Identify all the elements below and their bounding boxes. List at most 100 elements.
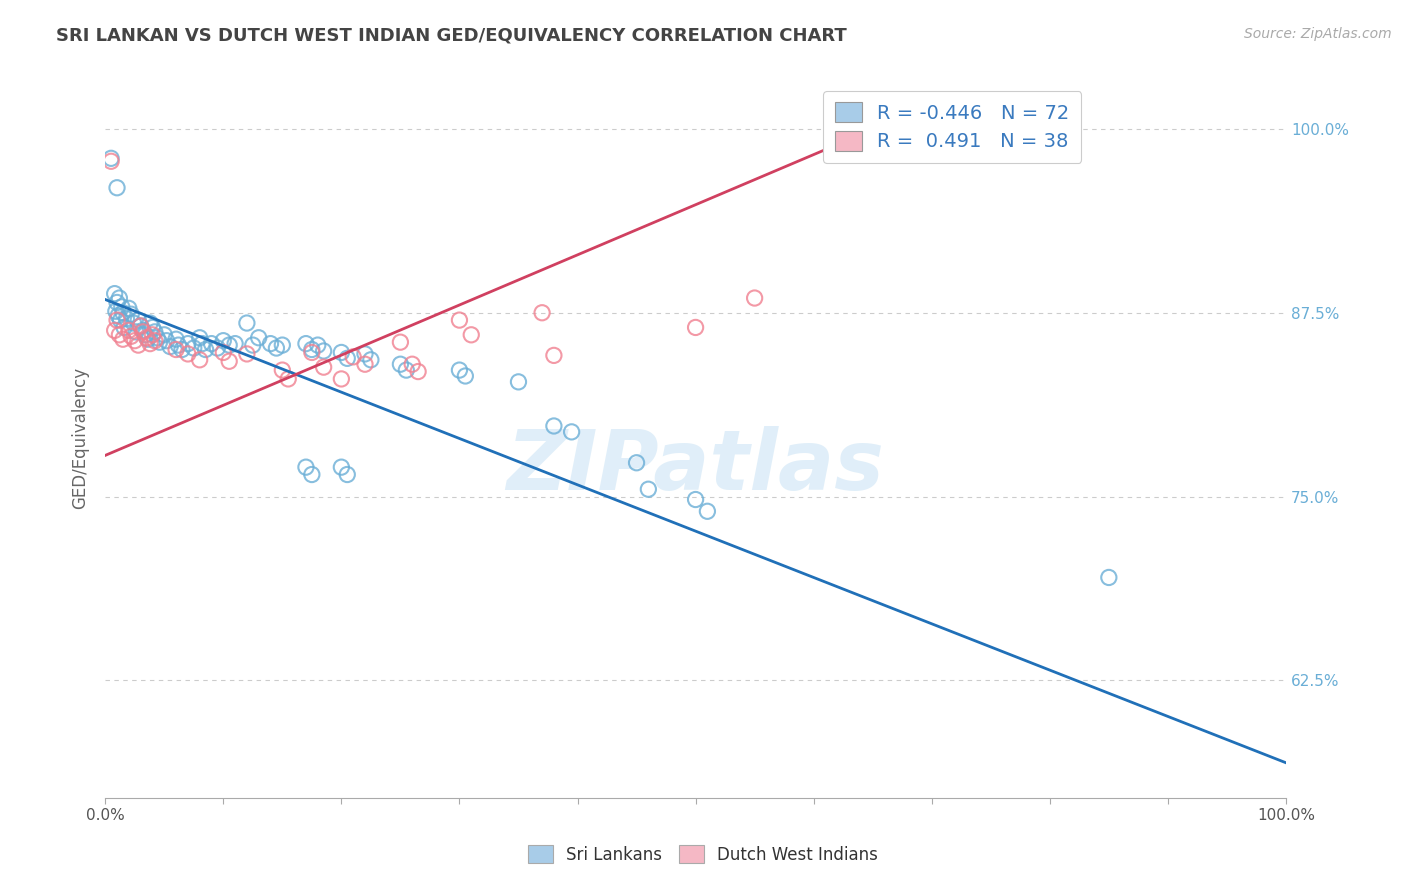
- Point: [1098, 570, 1121, 584]
- Point: [336, 351, 359, 366]
- Point: [330, 460, 353, 475]
- Point: [685, 320, 707, 334]
- Point: [685, 492, 707, 507]
- Point: [129, 318, 152, 333]
- Point: [191, 336, 214, 351]
- Point: [104, 323, 127, 337]
- Point: [143, 325, 166, 339]
- Point: [301, 343, 323, 357]
- Point: [295, 460, 318, 475]
- Point: [156, 334, 179, 348]
- Point: [105, 313, 128, 327]
- Point: [115, 311, 138, 326]
- Point: [242, 338, 264, 352]
- Point: [143, 334, 166, 348]
- Point: [543, 348, 565, 362]
- Point: [401, 357, 423, 371]
- Point: [139, 336, 162, 351]
- Legend: R = -0.446   N = 72, R =  0.491   N = 38: R = -0.446 N = 72, R = 0.491 N = 38: [823, 91, 1081, 163]
- Point: [165, 343, 187, 357]
- Point: [200, 336, 222, 351]
- Point: [295, 336, 318, 351]
- Point: [312, 360, 335, 375]
- Point: [543, 419, 565, 434]
- Point: [330, 372, 353, 386]
- Point: [104, 286, 127, 301]
- Text: Source: ZipAtlas.com: Source: ZipAtlas.com: [1244, 27, 1392, 41]
- Y-axis label: GED/Equivalency: GED/Equivalency: [72, 367, 89, 508]
- Point: [236, 316, 259, 330]
- Point: [165, 332, 187, 346]
- Point: [108, 327, 131, 342]
- Point: [342, 350, 364, 364]
- Point: [132, 323, 155, 337]
- Point: [125, 325, 148, 339]
- Point: [132, 325, 155, 339]
- Point: [188, 352, 211, 367]
- Point: [354, 347, 377, 361]
- Point: [406, 365, 429, 379]
- Point: [100, 154, 122, 169]
- Point: [107, 309, 129, 323]
- Point: [127, 338, 149, 352]
- Point: [360, 352, 382, 367]
- Point: [460, 327, 482, 342]
- Point: [135, 331, 157, 345]
- Point: [127, 313, 149, 327]
- Point: [141, 320, 163, 334]
- Point: [170, 343, 193, 357]
- Point: [105, 295, 128, 310]
- Point: [637, 482, 659, 496]
- Point: [307, 338, 329, 352]
- Point: [218, 338, 240, 352]
- Point: [177, 336, 200, 351]
- Point: [148, 335, 170, 350]
- Point: [236, 347, 259, 361]
- Point: [389, 357, 412, 371]
- Point: [118, 301, 141, 316]
- Legend: Sri Lankans, Dutch West Indians: Sri Lankans, Dutch West Indians: [522, 838, 884, 871]
- Point: [105, 180, 128, 194]
- Point: [266, 341, 288, 355]
- Point: [100, 151, 122, 165]
- Text: ZIPatlas: ZIPatlas: [506, 426, 884, 507]
- Point: [112, 320, 135, 334]
- Point: [271, 363, 294, 377]
- Point: [183, 341, 205, 355]
- Point: [449, 313, 471, 327]
- Point: [124, 334, 146, 348]
- Point: [129, 318, 152, 333]
- Point: [259, 336, 281, 351]
- Point: [395, 363, 418, 377]
- Point: [454, 369, 477, 384]
- Point: [277, 372, 299, 386]
- Point: [111, 332, 134, 346]
- Point: [389, 335, 412, 350]
- Point: [111, 300, 134, 314]
- Point: [212, 334, 235, 348]
- Point: [146, 331, 169, 345]
- Point: [118, 323, 141, 337]
- Point: [247, 331, 270, 345]
- Point: [139, 316, 162, 330]
- Point: [561, 425, 583, 439]
- Point: [110, 313, 132, 327]
- Point: [744, 291, 766, 305]
- Point: [449, 363, 471, 377]
- Point: [508, 375, 530, 389]
- Point: [167, 338, 190, 352]
- Point: [330, 345, 353, 359]
- Point: [111, 306, 134, 320]
- Point: [177, 347, 200, 361]
- Point: [336, 467, 359, 482]
- Point: [194, 343, 217, 357]
- Point: [354, 357, 377, 371]
- Point: [104, 304, 127, 318]
- Point: [120, 329, 142, 343]
- Point: [136, 332, 159, 346]
- Point: [626, 456, 648, 470]
- Point: [188, 331, 211, 345]
- Point: [134, 327, 156, 342]
- Point: [224, 336, 246, 351]
- Point: [159, 340, 181, 354]
